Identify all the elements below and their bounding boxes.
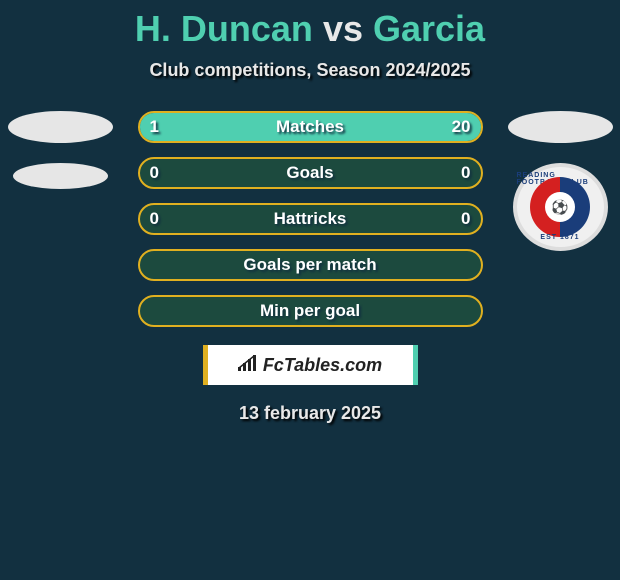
stat-bar: Goals per match — [138, 249, 483, 281]
brand-text: FcTables.com — [263, 355, 382, 376]
brand-box: FcTables.com — [203, 345, 418, 385]
bar-label: Min per goal — [140, 301, 481, 321]
player1-avatar-placeholder — [8, 111, 113, 143]
club-logo-inner: ⚽ — [530, 177, 590, 237]
player2-club-logo: READING FOOTBALL CLUB ⚽ EST 1871 — [513, 163, 608, 251]
bar-label: Matches — [140, 117, 481, 137]
bar-value-right: 20 — [452, 117, 471, 137]
bar-value-right: 0 — [461, 163, 470, 183]
club-logo-ball-icon: ⚽ — [545, 192, 575, 222]
date-label: 13 february 2025 — [0, 403, 620, 424]
subtitle: Club competitions, Season 2024/2025 — [0, 60, 620, 81]
title-player1: H. Duncan — [135, 8, 313, 49]
comparison-content: READING FOOTBALL CLUB ⚽ EST 1871 1Matche… — [0, 111, 620, 424]
bar-label: Hattricks — [140, 209, 481, 229]
stat-bar: 1Matches20 — [138, 111, 483, 143]
player1-club-placeholder — [13, 163, 108, 189]
club-logo-bottom-text: EST 1871 — [540, 234, 579, 241]
player2-avatar-placeholder — [508, 111, 613, 143]
stat-bar: 0Hattricks0 — [138, 203, 483, 235]
signal-icon — [238, 355, 258, 376]
left-column — [0, 111, 120, 189]
title-player2: Garcia — [373, 8, 485, 49]
bar-label: Goals per match — [140, 255, 481, 275]
bar-value-right: 0 — [461, 209, 470, 229]
stat-bar: 0Goals0 — [138, 157, 483, 189]
right-column: READING FOOTBALL CLUB ⚽ EST 1871 — [500, 111, 620, 251]
bar-label: Goals — [140, 163, 481, 183]
page-title: H. Duncan vs Garcia — [0, 0, 620, 50]
stat-bars: 1Matches200Goals00Hattricks0Goals per ma… — [138, 111, 483, 327]
title-vs: vs — [323, 8, 363, 49]
stat-bar: Min per goal — [138, 295, 483, 327]
